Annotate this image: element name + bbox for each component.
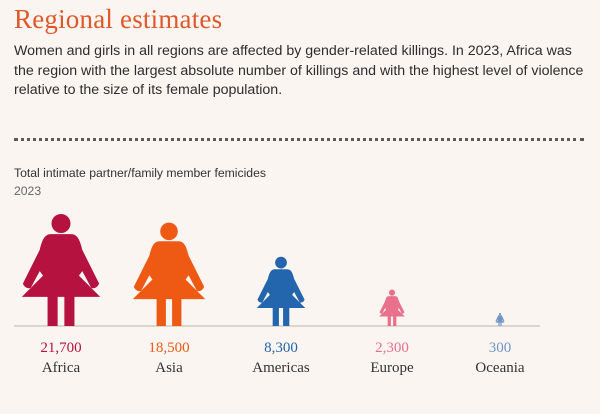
page-subtitle: Women and girls in all regions are affec… [14, 43, 584, 98]
figure-body [132, 241, 206, 326]
category-label-europe: Europe [370, 360, 414, 376]
value-label-africa: 21,700 [40, 340, 81, 356]
category-label-asia: Asia [155, 360, 183, 376]
pictogram-chart: 21,700 Africa 18,500 Asia 8,300 Americas 2,300… [14, 214, 540, 376]
chart-title: Total intimate partner/family member fem… [14, 166, 266, 180]
woman-figure-icon-africa [21, 214, 101, 326]
woman-figure-icon-oceania [495, 312, 505, 326]
woman-figure-icon-asia [132, 222, 206, 326]
value-label-oceania: 300 [489, 340, 512, 356]
figure-body [379, 296, 405, 326]
chart-year: 2023 [14, 184, 42, 198]
value-label-europe: 2,300 [375, 340, 409, 356]
value-label-asia: 18,500 [148, 340, 189, 356]
figure-body [21, 234, 101, 326]
figure-body [256, 269, 306, 326]
woman-figure-icon-americas [256, 256, 306, 326]
woman-figure-icon-europe [379, 289, 405, 326]
figure-body [495, 315, 505, 326]
value-label-americas: 8,300 [264, 340, 298, 356]
page-title: Regional estimates [14, 4, 223, 34]
figure-head [275, 256, 287, 269]
figure-head [498, 312, 502, 316]
figure-head [388, 289, 396, 296]
category-label-oceania: Oceania [475, 360, 524, 376]
figure-head [51, 214, 71, 234]
category-label-americas: Americas [252, 360, 310, 376]
category-label-africa: Africa [42, 360, 81, 376]
figure-head [160, 222, 178, 241]
dotted-divider [14, 138, 584, 141]
